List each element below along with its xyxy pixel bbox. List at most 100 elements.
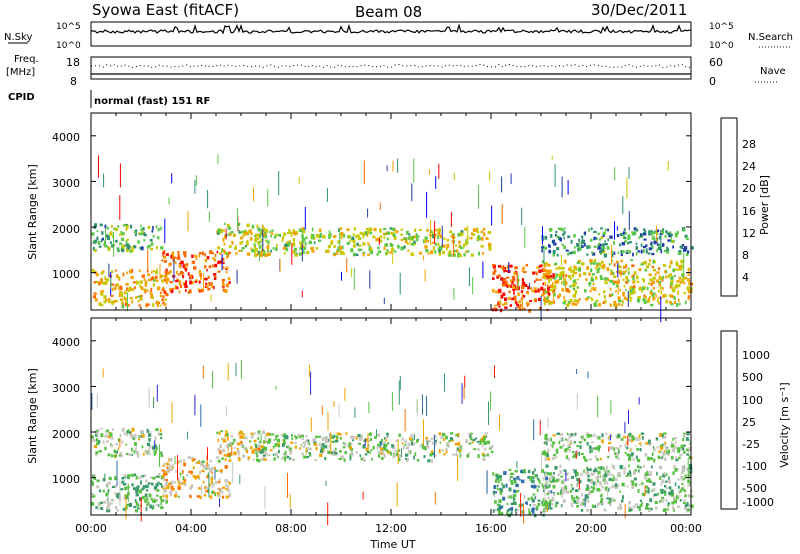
echo-cell xyxy=(541,260,545,264)
echo-cell xyxy=(543,301,546,306)
echo-streak xyxy=(411,183,413,202)
echo-cell xyxy=(98,281,101,286)
echo-cell xyxy=(163,489,167,493)
echo-cell xyxy=(678,495,681,498)
echo-cell xyxy=(563,299,567,302)
nsearch-tick-high: 10^5 xyxy=(709,22,734,32)
echo-cell xyxy=(551,498,555,502)
echo-cell xyxy=(663,432,667,435)
echo-cell xyxy=(648,442,652,446)
echo-cell xyxy=(643,238,647,241)
echo-cell xyxy=(148,482,150,485)
echo-cell xyxy=(411,441,413,446)
echo-cell xyxy=(110,231,113,235)
echo-cell xyxy=(510,511,513,515)
echo-cell xyxy=(663,264,666,267)
echo-cell xyxy=(227,481,230,484)
echo-cell xyxy=(170,485,174,490)
echo-cell xyxy=(654,273,657,276)
echo-cell xyxy=(364,231,367,234)
echo-cell xyxy=(310,246,314,251)
echo-cell xyxy=(592,486,596,491)
echo-cell xyxy=(352,244,356,248)
echo-cell xyxy=(251,248,255,253)
echo-cell xyxy=(262,454,266,457)
echo-cell xyxy=(608,478,612,481)
echo-cell xyxy=(149,291,152,294)
echo-cell xyxy=(469,434,472,438)
echo-cell xyxy=(509,495,512,499)
echo-cell xyxy=(348,442,351,446)
echo-cell xyxy=(162,251,165,255)
echo-cell xyxy=(628,500,631,505)
echo-cell xyxy=(199,273,202,277)
echo-streak xyxy=(584,494,586,508)
echo-cell xyxy=(561,494,563,498)
echo-cell xyxy=(678,284,681,288)
echo-cell xyxy=(668,273,673,277)
echo-cell xyxy=(450,439,454,442)
echo-cell xyxy=(124,487,127,490)
echo-cell xyxy=(659,499,663,503)
echo-cell xyxy=(308,241,313,245)
echo-cell xyxy=(250,247,252,250)
echo-cell xyxy=(601,266,605,270)
echo-streak xyxy=(379,202,381,211)
echo-cell xyxy=(400,238,404,242)
echo-cell xyxy=(615,260,619,264)
power-ylabel: Slant Range [km] xyxy=(26,164,39,260)
echo-cell xyxy=(641,502,644,505)
echo-cell xyxy=(552,484,556,489)
echo-streak xyxy=(398,380,400,405)
echo-cell xyxy=(651,245,654,250)
echo-cell xyxy=(281,456,284,460)
echo-cell xyxy=(319,449,323,453)
echo-streak xyxy=(378,238,380,245)
echo-cell xyxy=(148,493,152,496)
echo-cell xyxy=(471,441,474,444)
echo-cell xyxy=(217,261,220,265)
echo-streak xyxy=(660,234,662,247)
echo-cell xyxy=(224,479,228,483)
echo-cell xyxy=(673,296,676,301)
echo-cell xyxy=(293,441,297,444)
echo-cell xyxy=(670,455,674,460)
echo-cell xyxy=(508,487,512,492)
echo-cell xyxy=(521,268,524,272)
echo-streak xyxy=(391,391,393,411)
echo-cell xyxy=(224,465,228,469)
echo-cell xyxy=(117,249,120,253)
echo-streak xyxy=(289,493,291,509)
echo-cell xyxy=(454,442,459,446)
echo-cell xyxy=(579,480,582,484)
vel-cbar-tick-m500: -500 xyxy=(742,482,767,495)
echo-cell xyxy=(267,243,270,248)
echo-cell xyxy=(121,453,123,458)
echo-cell xyxy=(198,460,200,463)
nave-label: Nave xyxy=(760,66,786,77)
echo-cell xyxy=(342,252,345,255)
echo-cell xyxy=(250,446,253,450)
echo-cell xyxy=(549,228,553,231)
echo-cell xyxy=(336,432,340,435)
echo-cell xyxy=(131,483,134,487)
echo-cell xyxy=(129,249,132,253)
echo-cell xyxy=(165,480,169,485)
echo-cell xyxy=(230,435,234,438)
echo-cell xyxy=(97,506,100,510)
echo-cell xyxy=(652,268,656,272)
echo-cell xyxy=(629,508,633,512)
echo-cell xyxy=(320,447,323,450)
echo-cell xyxy=(345,432,348,435)
echo-cell xyxy=(673,508,675,512)
echo-cell xyxy=(661,279,664,282)
echo-cell xyxy=(566,490,570,494)
echo-cell xyxy=(152,279,156,282)
echo-streak xyxy=(301,243,303,262)
echo-cell xyxy=(293,247,297,252)
echo-cell xyxy=(424,245,428,249)
echo-cell xyxy=(163,250,166,253)
echo-cell xyxy=(638,483,641,486)
echo-cell xyxy=(521,510,525,514)
echo-cell xyxy=(133,286,136,289)
